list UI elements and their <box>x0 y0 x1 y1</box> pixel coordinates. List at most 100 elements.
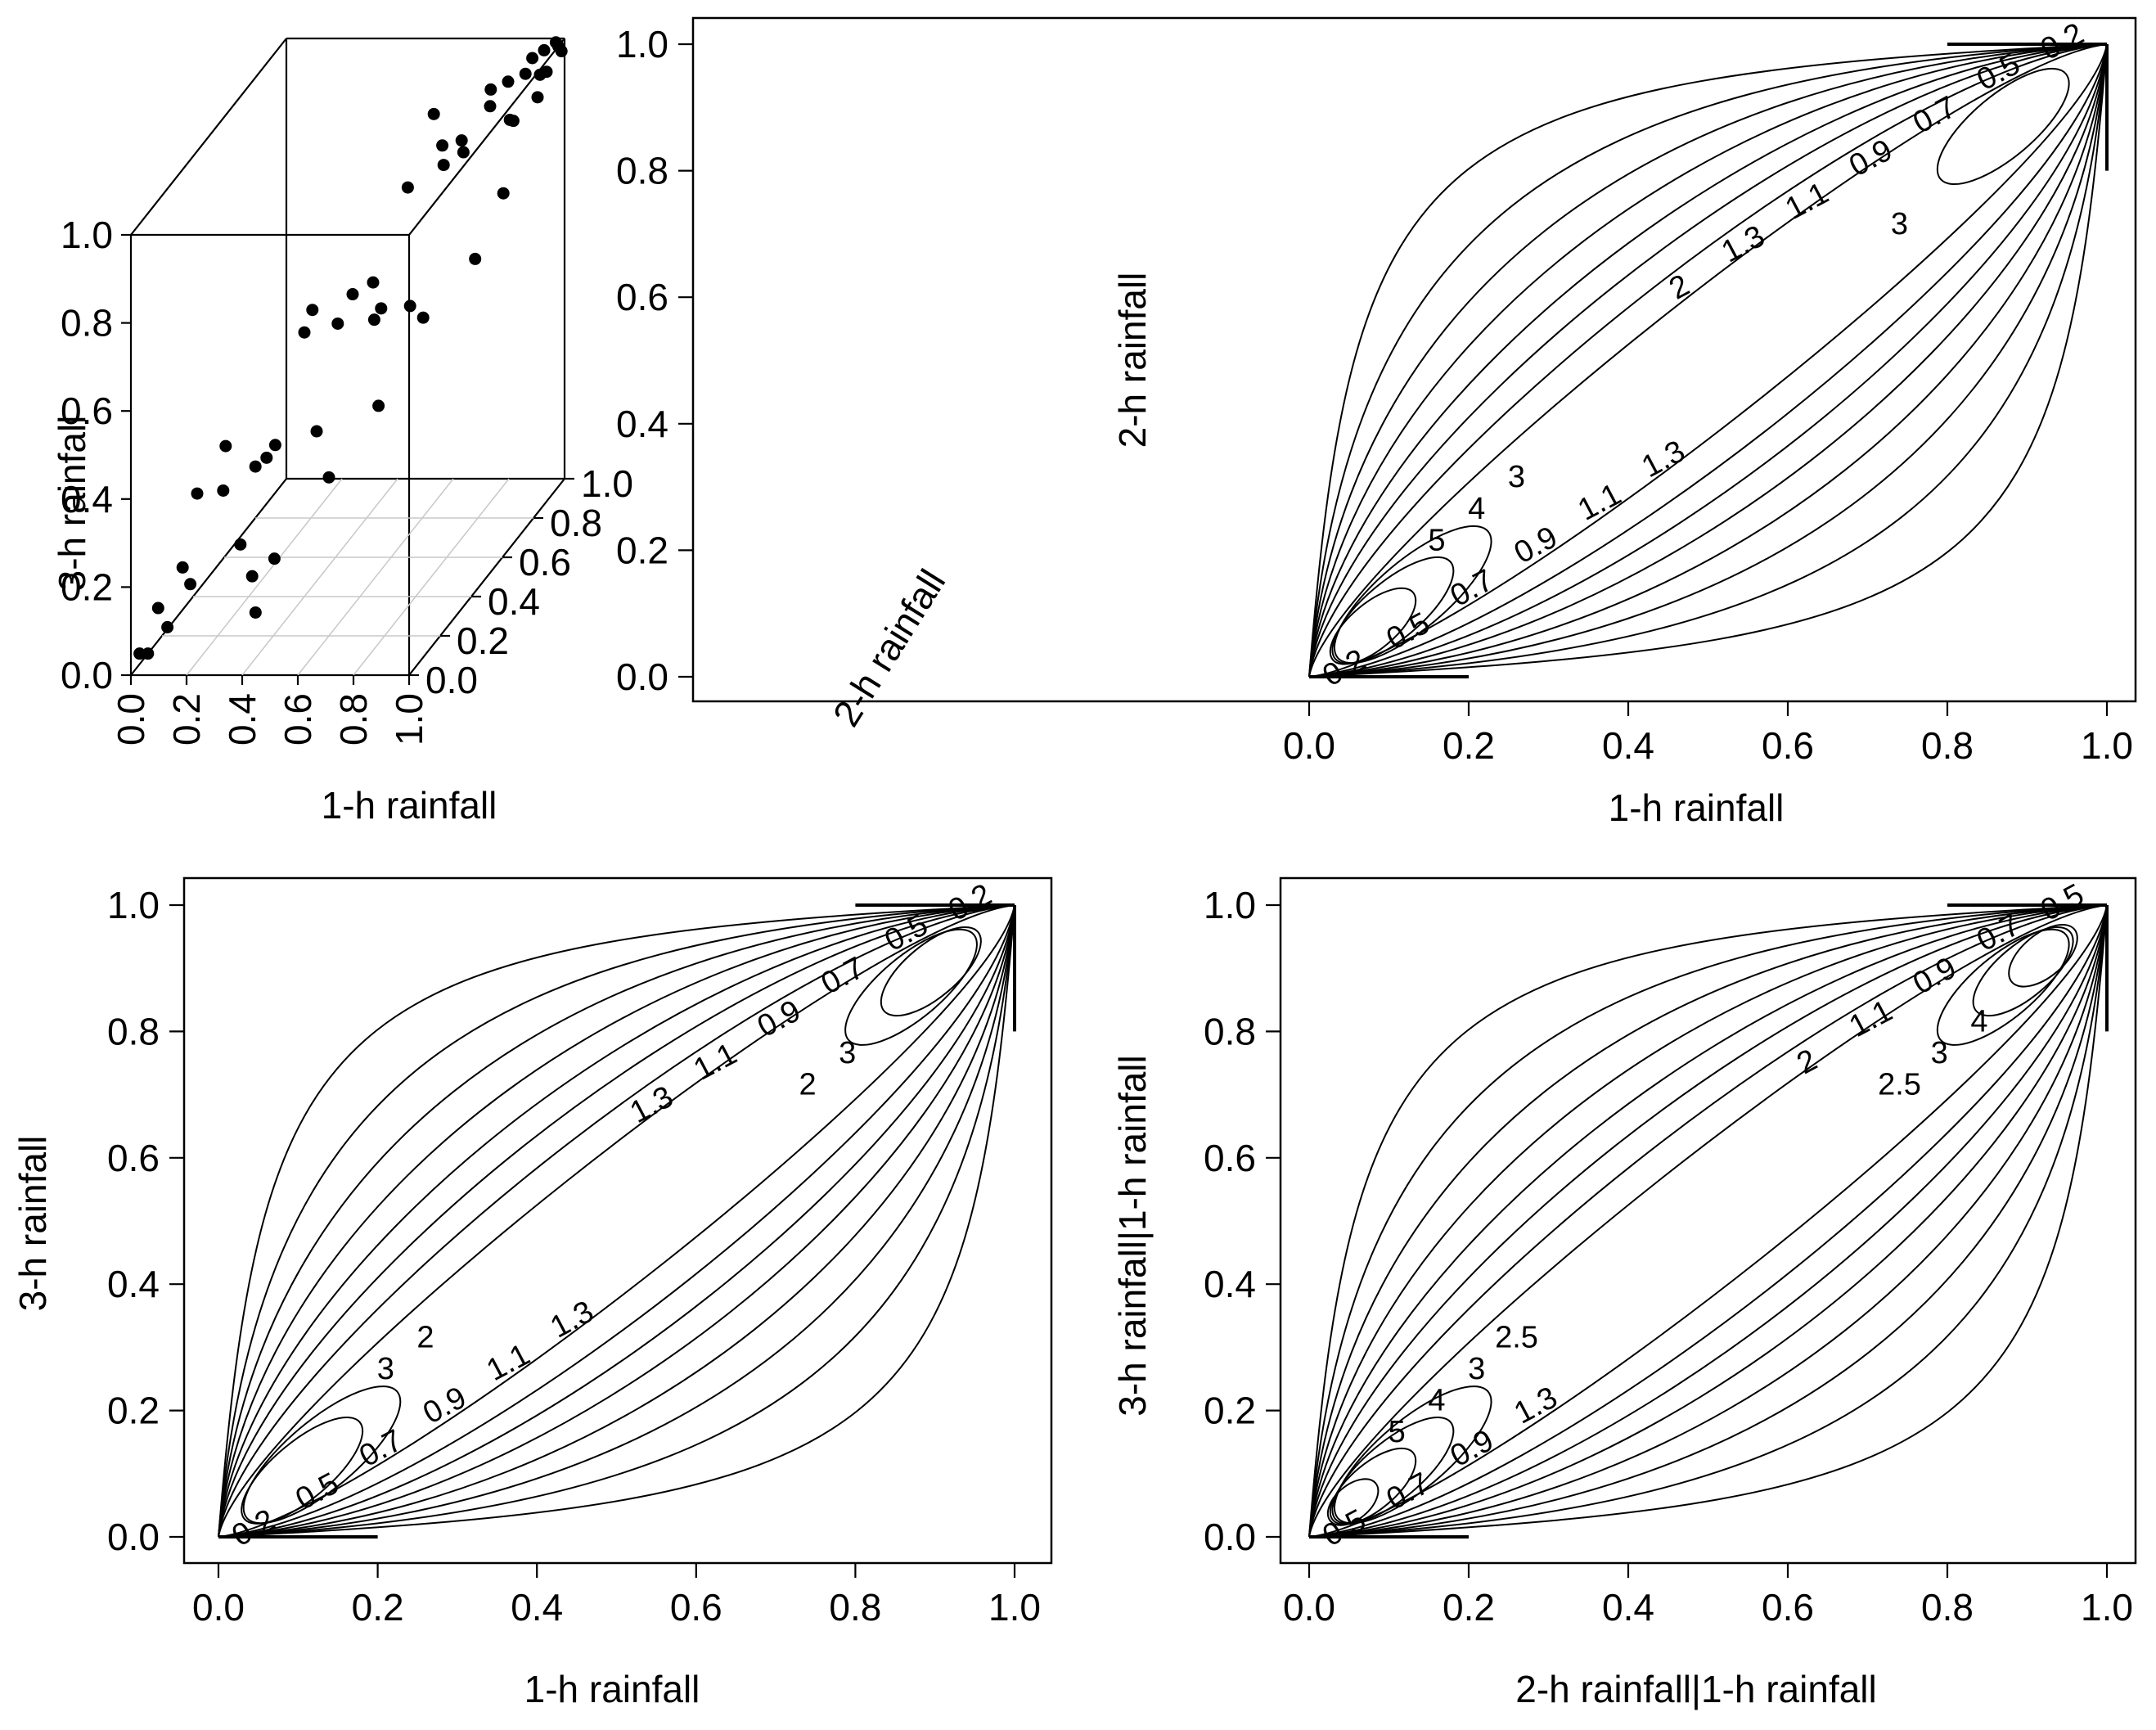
x-tick-label: 0.2 <box>1443 724 1495 767</box>
contour-label: 4 <box>1428 1384 1445 1418</box>
contour-line <box>1308 43 2108 678</box>
y-tick-label: 0.8 <box>550 502 602 544</box>
z-tick-label: 0.8 <box>61 302 113 345</box>
contour-bl-xlabel: 1-h rainfall <box>524 1668 700 1710</box>
plot-frame <box>182 876 1053 1565</box>
contour-label: 1.1 <box>1843 993 1897 1044</box>
contour-label: 1.3 <box>1716 219 1770 270</box>
contour-line <box>218 904 1015 1538</box>
floor-grid-line <box>297 478 454 676</box>
contour-line <box>218 904 1015 1538</box>
y-tick-label: 0.6 <box>616 276 668 318</box>
y-tick-label: 0.8 <box>1204 1010 1256 1052</box>
contour-line <box>218 904 1015 1538</box>
scatter-3d-zlabel: 3-h rainfall <box>51 416 93 592</box>
contour-label: 1.3 <box>1636 434 1690 484</box>
data-point <box>416 311 430 324</box>
box-edge <box>130 478 287 676</box>
contour-line <box>1308 904 2108 1538</box>
data-point <box>372 399 385 412</box>
contour-label: 0.9 <box>1843 133 1897 183</box>
contour-label: 4 <box>1970 1004 1987 1038</box>
data-point <box>519 67 532 80</box>
y-tick-label: 1.0 <box>581 462 633 505</box>
x-tick-label: 0.4 <box>511 1586 563 1629</box>
contour-line <box>1308 43 2108 678</box>
y-tick-label: 0.4 <box>488 580 540 623</box>
contour-line <box>1308 904 2108 1538</box>
floor-grid-line <box>241 478 398 676</box>
z-tick-label: 1.0 <box>61 214 113 256</box>
contour-line <box>1308 43 2108 678</box>
x-tick-label: 0.4 <box>1602 724 1654 767</box>
y-tick-label: 1.0 <box>616 23 668 65</box>
contour-loop <box>1329 1447 1417 1525</box>
y-tick-label: 1.0 <box>1204 884 1256 926</box>
x-tick-label: 0.0 <box>1283 1586 1335 1629</box>
contour-line <box>218 904 1015 1538</box>
y-tick-label: 0.0 <box>425 659 478 701</box>
data-point <box>503 113 516 126</box>
contour-line <box>1308 43 2108 678</box>
data-point <box>403 300 416 313</box>
contour-line <box>218 904 1015 1538</box>
scatter-3d-floor-grid <box>162 478 533 676</box>
contour-line <box>218 904 1015 1538</box>
plot-frame <box>1279 876 2137 1565</box>
contour-label: 5 <box>1428 523 1445 557</box>
y-tick-label: 0.4 <box>1204 1263 1256 1305</box>
x-tick-label: 0.0 <box>192 1586 245 1629</box>
data-point <box>367 313 380 327</box>
x-tick-label: 0.6 <box>1762 724 1814 767</box>
data-point <box>457 146 470 159</box>
contour-line <box>1308 904 2108 1538</box>
contour-line <box>218 904 1015 1538</box>
contour-label: 1.1 <box>1780 176 1834 227</box>
x-tick-label: 1.0 <box>2081 724 2133 767</box>
data-point <box>531 91 544 104</box>
contour-loop <box>1936 928 2070 1046</box>
box-edge <box>408 38 565 236</box>
x-tick-label: 0.2 <box>1443 1586 1495 1629</box>
contour-line <box>1308 904 2108 1538</box>
contour-label: 1.1 <box>481 1337 535 1388</box>
data-point <box>367 276 380 289</box>
contour-label: 2 <box>416 1320 434 1354</box>
data-point <box>234 538 247 551</box>
contour-loop <box>1331 556 1455 665</box>
x-tick-label: 0.6 <box>670 1586 722 1629</box>
y-tick-label: 0.2 <box>616 529 668 571</box>
contour-loop <box>1326 1478 1380 1526</box>
scatter-3d-ylabel: 2-h rainfall <box>824 562 953 734</box>
contour-label: 0.9 <box>1509 520 1563 571</box>
data-point <box>161 620 174 633</box>
contour-line <box>1308 43 2108 678</box>
plot-frame <box>691 16 2137 703</box>
data-point <box>310 425 323 438</box>
contour-loop <box>880 926 982 1017</box>
contour-label: 2.5 <box>1878 1068 1921 1102</box>
contour-bl-ylabel: 3-h rainfall <box>11 1136 54 1312</box>
contour-line <box>1308 43 2108 678</box>
data-point <box>184 578 197 591</box>
contour-label: 1.3 <box>545 1295 599 1345</box>
y-tick-label: 0.0 <box>107 1516 160 1558</box>
data-point <box>469 252 482 265</box>
data-point <box>306 304 319 317</box>
contour-line <box>218 904 1015 1538</box>
contour-label: 0.5 <box>1317 1502 1371 1553</box>
x-tick-label: 0.6 <box>1762 1586 1814 1629</box>
contour-label: 2 <box>1663 268 1695 307</box>
y-tick-label: 0.6 <box>519 541 571 583</box>
contour-line <box>218 904 1015 1538</box>
contour-loop <box>242 1385 402 1525</box>
contour-tr-xlabel: 1-h rainfall <box>1609 786 1785 829</box>
contour-loop <box>1333 1385 1492 1525</box>
contour-line <box>1308 904 2108 1538</box>
y-tick-label: 0.6 <box>1204 1137 1256 1179</box>
data-point <box>191 487 204 500</box>
data-point <box>249 460 262 473</box>
data-point <box>142 647 155 660</box>
x-tick-label: 0.6 <box>277 693 319 746</box>
